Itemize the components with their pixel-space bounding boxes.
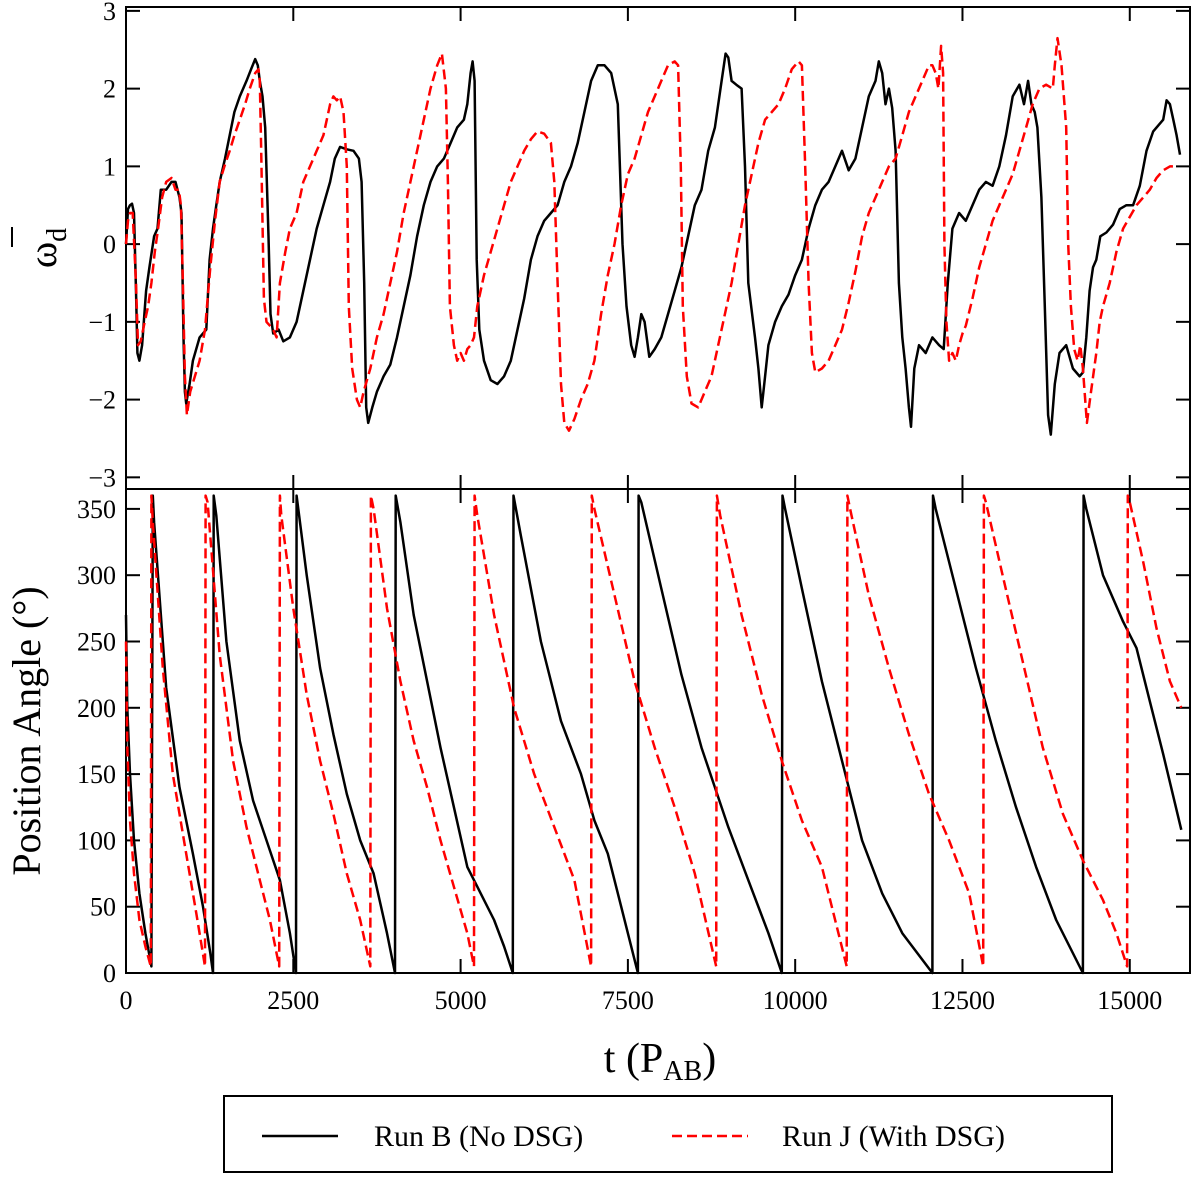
omega-y-tick-label: −2 xyxy=(88,386,116,415)
position-angle-x-tick-label: 10000 xyxy=(763,986,828,1015)
position-angle-y-tick-label: 300 xyxy=(77,561,116,590)
position-angle-y-tick-label: 200 xyxy=(77,694,116,723)
legend-label-run-b: Run B (No DSG) xyxy=(374,1120,583,1153)
x-axis-title-main: t (P xyxy=(604,1036,664,1082)
omega-series xyxy=(124,36,1182,436)
x-axis-title-subscript: AB xyxy=(663,1056,702,1087)
position-angle-plot-frame xyxy=(125,488,1191,974)
position-angle-x-tick-label: 12500 xyxy=(930,986,995,1015)
omega-series-run-j-with-dsg xyxy=(124,36,1177,432)
x-axis-title: t (PAB) xyxy=(604,1036,716,1087)
legend-box xyxy=(223,1095,1113,1173)
omega-y-tick-label: 0 xyxy=(103,230,116,259)
position-angle-x-ticks: 0 2500 5000 7500 10000 12500 15000 xyxy=(120,489,1162,1015)
position-angle-x-tick-label: 0 xyxy=(120,986,133,1015)
omega-y-axis-title: ωd xyxy=(20,228,73,268)
position-angle-y-axis-title: Position Angle (°) xyxy=(4,586,49,875)
omega-y-tick-label: −3 xyxy=(88,463,116,492)
omega-y-axis-subscript: d xyxy=(42,228,73,242)
omega-y-tick-label: 1 xyxy=(103,152,116,181)
position-angle-x-tick-label: 15000 xyxy=(1097,986,1162,1015)
omega-y-ticks: −3 −2 −1 0 1 2 3 xyxy=(88,0,1190,492)
position-angle-panel: 0 50 100 150 200 250 300 350 0 2500 5000 7500 10000… xyxy=(4,488,1191,1087)
x-axis-title-end: ) xyxy=(702,1036,716,1082)
omega-y-tick-label: −1 xyxy=(88,308,116,337)
legend: Run B (No DSG) Run J (With DSG) xyxy=(223,1095,1113,1173)
position-angle-series xyxy=(124,494,1183,975)
position-angle-y-tick-label: 50 xyxy=(90,893,116,922)
omega-series-run-b-no-dsg xyxy=(124,52,1182,436)
position-angle-y-tick-label: 0 xyxy=(103,959,116,988)
omega-y-axis-symbol: ω xyxy=(20,242,65,268)
position-angle-y-tick-label: 250 xyxy=(77,627,116,656)
position-angle-x-tick-label: 5000 xyxy=(435,986,487,1015)
position-angle-x-tick-label: 7500 xyxy=(602,986,654,1015)
position-angle-series-run-j-with-dsg xyxy=(124,494,1183,968)
omega-y-tick-label: 2 xyxy=(103,75,116,104)
omega-x-ticks xyxy=(125,7,1131,489)
position-angle-y-tick-label: 150 xyxy=(77,760,116,789)
omega-panel: −3 −2 −1 0 1 2 3 ωd xyxy=(11,0,1191,492)
omega-y-tick-label: 3 xyxy=(103,0,116,26)
position-angle-y-tick-label: 100 xyxy=(77,826,116,855)
position-angle-series-run-b-no-dsg xyxy=(124,494,1183,975)
legend-label-run-j: Run J (With DSG) xyxy=(782,1120,1005,1153)
position-angle-y-ticks: 0 50 100 150 200 250 300 350 xyxy=(77,495,1190,988)
position-angle-y-tick-label: 350 xyxy=(77,495,116,524)
position-angle-x-tick-label: 2500 xyxy=(267,986,319,1015)
